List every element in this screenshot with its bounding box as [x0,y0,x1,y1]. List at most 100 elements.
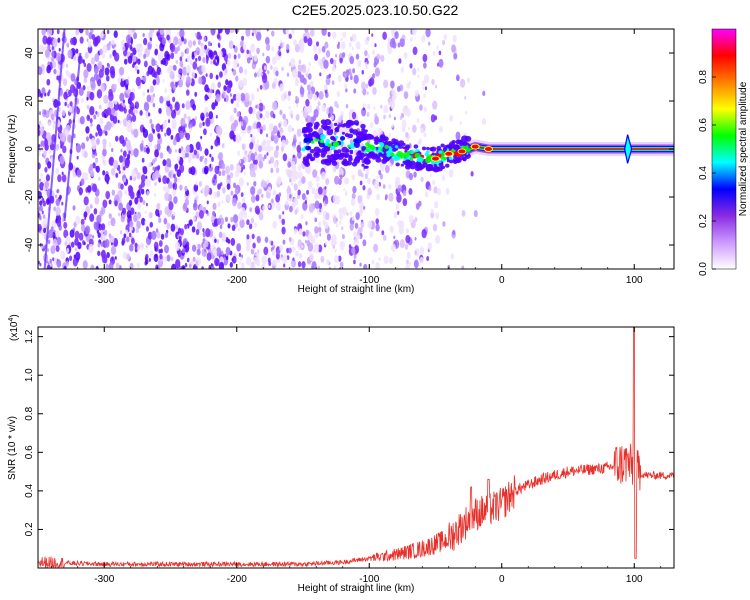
heatmap-cell [324,165,327,170]
heatmap-cell [267,70,270,75]
heatmap-cell [147,112,151,117]
heatmap-cell [56,188,60,194]
heatmap-cell [282,263,286,268]
heatmap-cell [50,245,56,255]
heatmap-cell [256,235,261,244]
ridge-cell [301,147,306,152]
heatmap-cell [166,208,172,218]
heatmap-cell [282,153,288,162]
heatmap-cell [250,262,256,269]
heatmap-cell [335,53,338,58]
heatmap-cell [82,85,86,91]
heatmap-cell [196,221,203,231]
heatmap-cell [187,40,193,48]
heatmap-cell [104,113,107,119]
heatmap-cell [159,29,165,35]
ridge-cell [409,150,414,155]
heatmap-cell [273,160,278,168]
heatmap-cell [72,171,76,178]
heatmap-cell [197,39,201,45]
heatmap-cell [133,148,139,158]
heatmap-cell [268,160,271,164]
heatmap-cell [83,69,89,79]
heatmap-cell [387,98,391,103]
heatmap-cell [294,44,300,53]
y-tick-label: 40 [24,47,35,59]
heatmap-cell [210,82,216,91]
snr-scale-prefix: (x10 [9,321,20,341]
heatmap-cell [164,192,170,201]
heatmap-cell [151,58,156,67]
heatmap-cell [201,247,207,258]
heatmap-cell [174,177,178,183]
heatmap-cell [180,74,185,81]
heatmap-cell [185,100,191,110]
heatmap-cell [67,103,70,108]
heatmap-cell [421,80,426,86]
heatmap-cell [174,136,177,140]
heatmap-cell [281,142,285,148]
heatmap-cell [363,206,366,210]
heatmap-cell [225,236,229,243]
heatmap-cell [68,106,73,113]
heatmap-cell [279,83,284,92]
heatmap-cell [403,91,409,100]
heatmap-cell [39,200,43,206]
ridge-cell [334,135,339,139]
heatmap-cell [351,33,357,43]
heatmap-cell [422,86,425,91]
heatmap-cell [220,182,223,187]
heatmap-cell [155,43,158,48]
heatmap-cell [170,109,177,119]
heatmap-cell [195,57,198,62]
heatmap-cell [143,53,147,59]
heatmap-cell [295,250,299,257]
ridge-cell [365,165,369,169]
heatmap-cell [263,246,269,256]
heatmap-cell [46,65,52,74]
heatmap-cell [149,40,152,45]
y-tick-label: 1.2 [24,329,35,343]
heatmap-cell [291,127,295,132]
heatmap-cell [270,167,274,174]
heatmap-cell [170,223,176,232]
heatmap-cell [125,34,132,44]
heatmap-cell [192,202,198,211]
heatmap-cell [177,45,181,52]
heatmap-cell [123,58,128,65]
heatmap-cell [294,209,298,215]
ridge-cell [349,151,354,155]
heatmap-streak [43,29,66,269]
heatmap-cell [235,133,241,144]
ridge-cell [364,129,368,133]
heatmap-cell [298,64,303,73]
heatmap-cell [236,111,240,118]
heatmap-cell [221,200,224,204]
heatmap-cell [430,211,435,219]
heatmap-cell [258,212,264,221]
heatmap-cell [254,159,258,165]
heatmap-cell [299,224,302,228]
heatmap-cell [314,53,319,61]
heatmap-cell [110,245,117,255]
heatmap-cell [344,83,348,89]
heatmap-cell [339,174,343,180]
heatmap-cell [329,57,334,65]
heatmap-cell [214,165,220,175]
heatmap-cell [314,226,319,234]
heatmap-cell [265,133,269,138]
ridge-cell [378,139,383,143]
ridge-cell [386,140,393,147]
heatmap-cell [90,122,93,127]
heatmap-cell [142,33,145,38]
heatmap-cell [81,142,86,150]
heatmap-cell [142,128,149,138]
heatmap-cell [200,135,203,140]
ridge-cell [305,145,311,151]
heatmap-cell [271,56,277,65]
heatmap-cell [254,151,257,156]
heatmap-cell [317,47,322,54]
heatmap-cell [106,252,110,259]
heatmap-cell [152,166,155,171]
heatmap-cell [216,33,221,40]
